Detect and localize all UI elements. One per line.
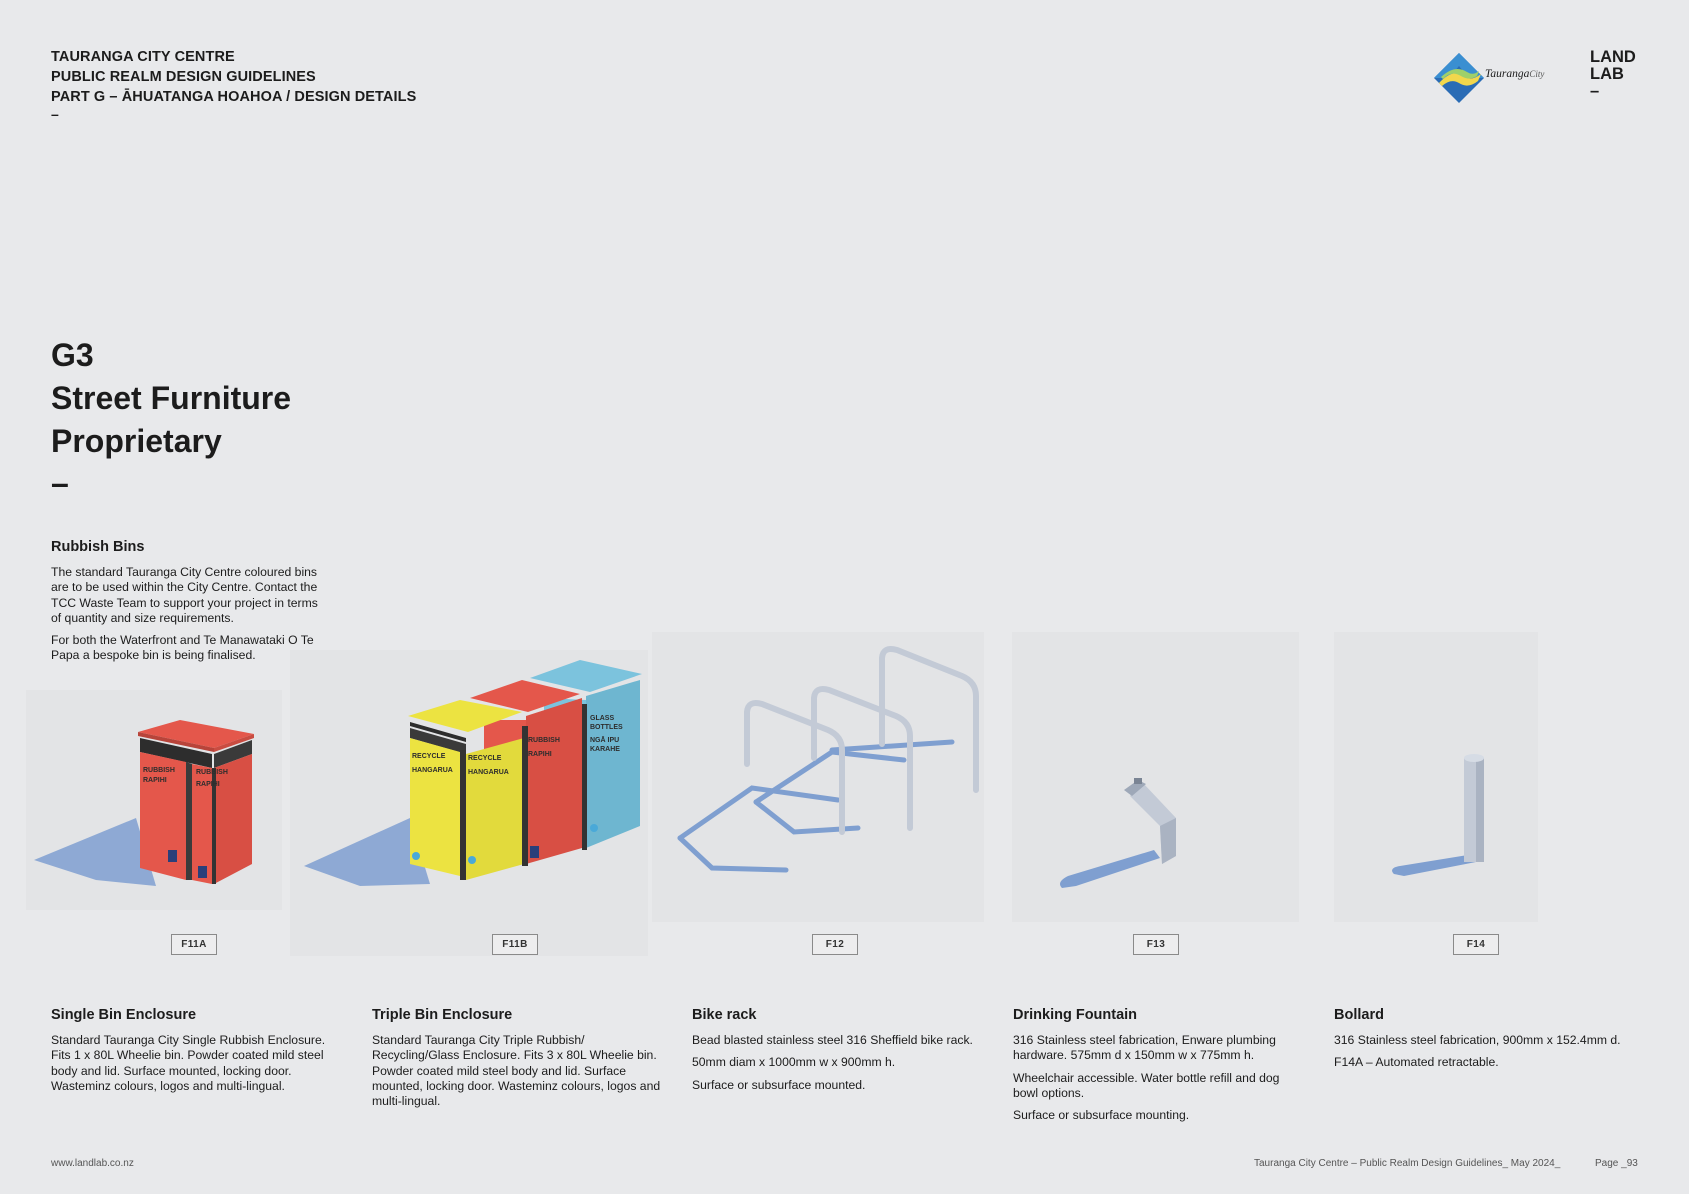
bin-label-recycle: RECYCLE xyxy=(412,753,446,760)
bin-label-karahe: KARAHE xyxy=(590,746,620,753)
section-title: G3 Street Furniture Proprietary – xyxy=(51,334,291,503)
section-title-line-1: Street Furniture xyxy=(51,380,292,416)
footer-document-title: Tauranga City Centre – Public Realm Desi… xyxy=(1254,1158,1561,1169)
item-description: Bead blasted stainless steel 316 Sheffie… xyxy=(692,1033,973,1047)
tag-f12: F12 xyxy=(812,934,858,955)
bin-label-glass: GLASS xyxy=(590,715,614,722)
bin-label-recycle-2: RECYCLE xyxy=(468,755,502,762)
item-description: 316 Stainless steel fabrication, 900mm x… xyxy=(1334,1033,1621,1047)
section-code: G3 xyxy=(51,337,94,373)
item-accessibility: Wheelchair accessible. Water bottle refi… xyxy=(1013,1070,1280,1100)
intro-paragraph-2: For both the Waterfront and Te Manawatak… xyxy=(51,633,314,663)
bike-rack-shadow xyxy=(677,739,955,873)
triple-bin-image: RECYCLE HANGARUA RECYCLE HANGARUA RUBBIS… xyxy=(290,650,648,956)
bin-label-bottles: BOTTLES xyxy=(590,724,623,731)
bike-rack-image xyxy=(652,632,984,922)
item-drinking-fountain: Drinking Fountain 316 Stainless steel fa… xyxy=(1013,1006,1303,1130)
item-description: 316 Stainless steel fabrication, Enware … xyxy=(1013,1033,1276,1063)
brand-line-1: LAND xyxy=(1590,48,1636,66)
header-line-3: PART G – ĀHUATANGA HOAHOA / DESIGN DETAI… xyxy=(51,89,417,105)
bin-label-rubbish: RUBBISH xyxy=(143,767,175,774)
bin-label-rapihi-2: RAPIHI xyxy=(196,781,220,788)
item-single-bin: Single Bin Enclosure Standard Tauranga C… xyxy=(51,1006,341,1101)
bin-label-rubbish-2: RUBBISH xyxy=(196,769,228,776)
single-bin-image: RUBBISH RAPIHI RUBBISH RAPIHI xyxy=(26,690,282,910)
item-title: Single Bin Enclosure xyxy=(51,1007,197,1023)
brand-line-2: LAB xyxy=(1590,65,1624,83)
document-header: TAURANGA CITY CENTRE PUBLIC REALM DESIGN… xyxy=(51,47,416,121)
item-bike-rack: Bike rack Bead blasted stainless steel 3… xyxy=(692,1006,982,1100)
tag-f11b: F11B xyxy=(492,934,538,955)
tauranga-city-logo: TaurangaCity xyxy=(1433,52,1558,104)
header-line-2: PUBLIC REALM DESIGN GUIDELINES xyxy=(51,69,316,85)
item-title: Triple Bin Enclosure xyxy=(372,1007,513,1023)
header-dash: – xyxy=(51,106,59,122)
section-dash: – xyxy=(51,465,69,501)
item-mounting: Surface or subsurface mounting. xyxy=(1013,1108,1190,1123)
tauranga-logo-icon xyxy=(1434,53,1484,103)
tag-f13: F13 xyxy=(1133,934,1179,955)
item-bollard: Bollard 316 Stainless steel fabrication,… xyxy=(1334,1006,1624,1078)
bike-rack-hoops xyxy=(744,646,979,835)
item-title: Bike rack xyxy=(692,1007,757,1023)
intro-heading: Rubbish Bins xyxy=(51,539,145,555)
item-title: Drinking Fountain xyxy=(1013,1007,1138,1023)
bin-label-hangarua-2: HANGARUA xyxy=(468,769,509,776)
rubbish-bins-intro: Rubbish Bins The standard Tauranga City … xyxy=(51,538,326,671)
section-title-line-2: Proprietary xyxy=(51,423,222,459)
item-description: Standard Tauranga City Triple Rubbish/ R… xyxy=(372,1033,661,1109)
bin-label-rapihi-3: RAPIHI xyxy=(528,751,552,758)
triple-bin-illustration: RECYCLE HANGARUA RECYCLE HANGARUA RUBBIS… xyxy=(304,660,642,886)
logo-wordmark: TaurangaCity xyxy=(1485,68,1544,80)
intro-paragraph-1: The standard Tauranga City Centre colour… xyxy=(51,565,318,625)
single-bin-illustration: RUBBISH RAPIHI RUBBISH RAPIHI xyxy=(34,720,254,886)
brand-dash: – xyxy=(1590,82,1600,100)
footer-page-number: Page _93 xyxy=(1595,1158,1638,1169)
bin-label-hangarua: HANGARUA xyxy=(412,767,453,774)
bollard-image xyxy=(1334,632,1538,922)
footer-url[interactable]: www.landlab.co.nz xyxy=(51,1158,134,1169)
bollard-illustration xyxy=(1392,754,1484,876)
item-variant: F14A – Automated retractable. xyxy=(1334,1055,1499,1070)
bin-label-nga-ipu: NGĀ IPU xyxy=(590,736,619,744)
logo-suffix: City xyxy=(1529,69,1545,79)
item-dimensions: 50mm diam x 1000mm w x 900mm h. xyxy=(692,1055,896,1070)
header-line-1: TAURANGA CITY CENTRE xyxy=(51,49,235,65)
drinking-fountain-image xyxy=(1012,632,1299,922)
logo-name: Tauranga xyxy=(1485,68,1530,80)
item-triple-bin: Triple Bin Enclosure Standard Tauranga C… xyxy=(372,1006,662,1116)
tag-f11a: F11A xyxy=(171,934,217,955)
land-lab-brand: LAND LAB – xyxy=(1590,49,1636,100)
item-description: Standard Tauranga City Single Rubbish En… xyxy=(51,1033,326,1093)
bike-rack-illustration xyxy=(677,646,979,873)
item-title: Bollard xyxy=(1334,1007,1384,1023)
bin-label-rapihi: RAPIHI xyxy=(143,777,167,784)
drinking-fountain-illustration xyxy=(1060,778,1176,888)
bin-label-rubbish-3: RUBBISH xyxy=(528,737,560,744)
item-mounting: Surface or subsurface mounted. xyxy=(692,1077,866,1092)
tag-f14: F14 xyxy=(1453,934,1499,955)
